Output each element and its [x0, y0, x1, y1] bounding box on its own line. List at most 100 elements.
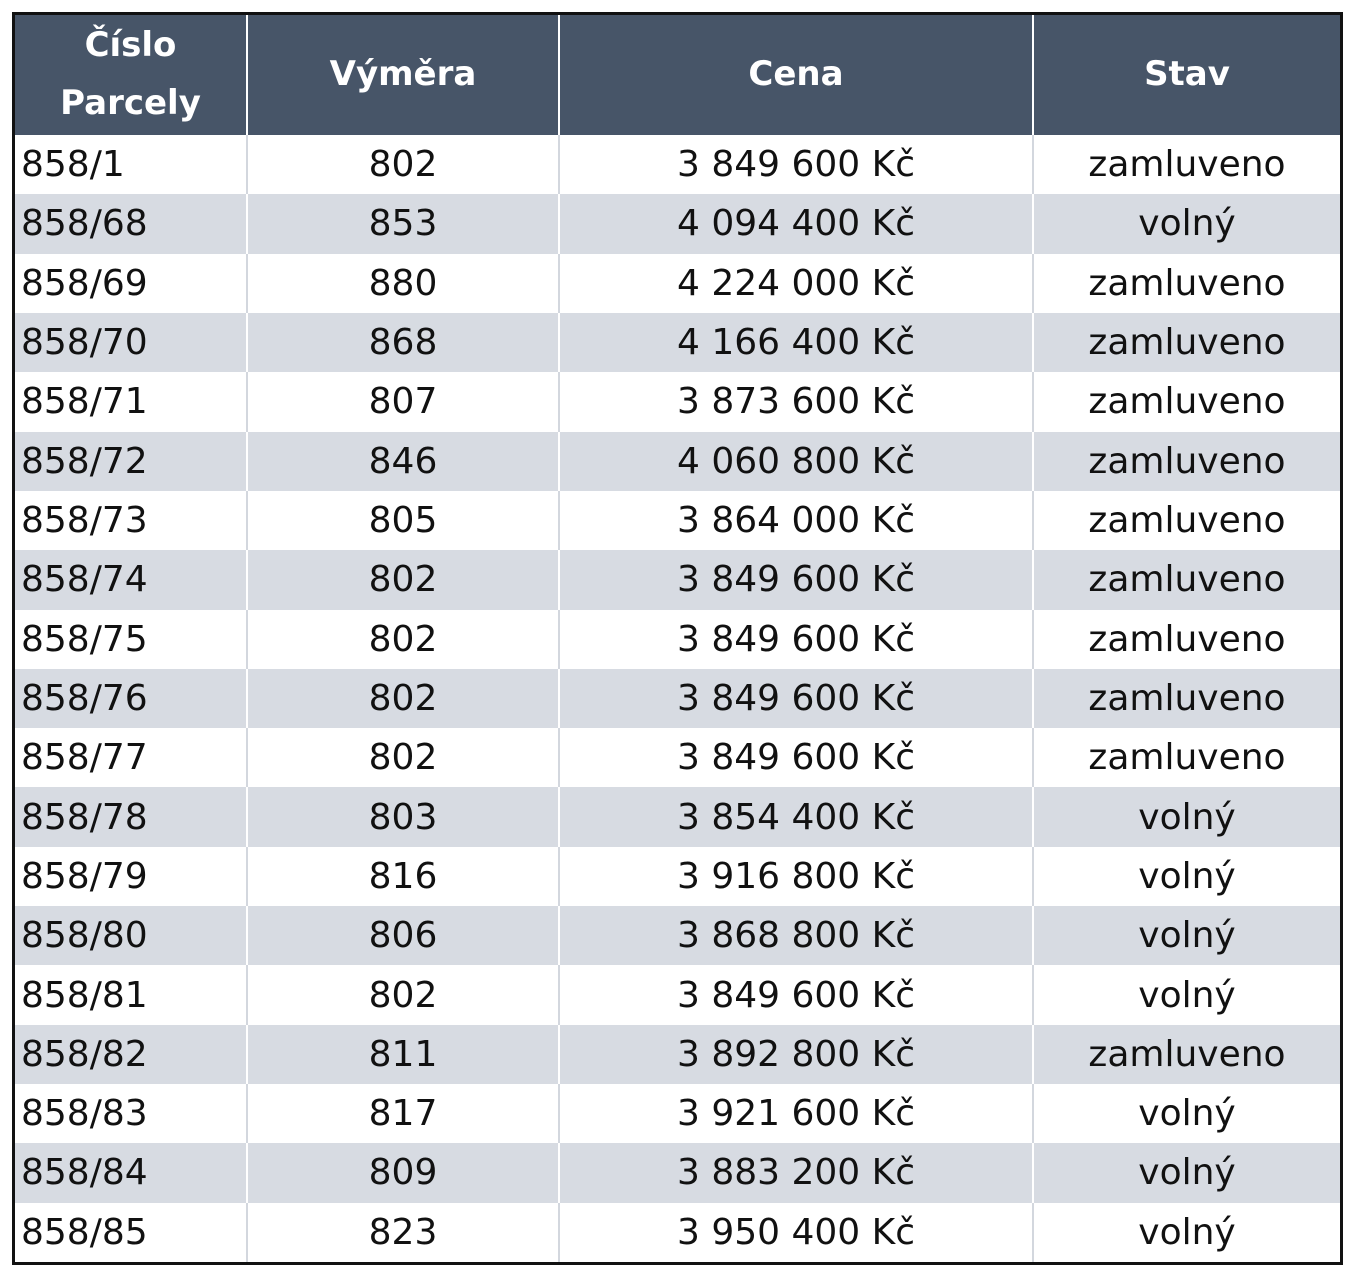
cell-parcel-number: 858/76	[15, 668, 247, 729]
cell-status: zamluveno	[1032, 253, 1340, 313]
table-row: 858/72 846 4 060 800 Kč zamluveno	[15, 431, 1340, 491]
cell-area: 817	[246, 1084, 559, 1144]
cell-parcel-number: 858/70	[15, 312, 247, 373]
cell-status: volný	[1032, 965, 1340, 1025]
cell-parcel-number: 858/74	[15, 550, 247, 610]
cell-area: 823	[246, 1202, 559, 1262]
column-header-status: Stav	[1032, 15, 1340, 135]
table-row: 858/68 853 4 094 400 Kč volný	[15, 194, 1340, 254]
cell-price: 4 224 000 Kč	[558, 253, 1033, 313]
cell-area: 806	[246, 906, 559, 966]
cell-status: zamluveno	[1032, 1024, 1340, 1084]
table-row: 858/74 802 3 849 600 Kč zamluveno	[15, 550, 1340, 610]
cell-status: zamluveno	[1032, 550, 1340, 610]
cell-area: 846	[246, 431, 559, 491]
cell-parcel-number: 858/72	[15, 431, 247, 491]
cell-area: 805	[246, 490, 559, 551]
cell-area: 853	[246, 194, 559, 254]
table-row: 858/78 803 3 854 400 Kč volný	[15, 787, 1340, 847]
cell-area: 809	[246, 1143, 559, 1203]
cell-price: 3 864 000 Kč	[558, 490, 1033, 551]
parcel-table-frame: Číslo Parcely Výměra Cena Stav 858/1 802 3…	[12, 12, 1343, 1265]
cell-parcel-number: 858/84	[15, 1143, 247, 1203]
cell-price: 3 892 800 Kč	[558, 1024, 1033, 1084]
cell-status: zamluveno	[1032, 728, 1340, 788]
header-row: Číslo Parcely Výměra Cena Stav	[15, 15, 1340, 135]
cell-status: volný	[1032, 787, 1340, 847]
column-header-area: Výměra	[246, 15, 559, 135]
cell-status: volný	[1032, 1084, 1340, 1144]
table-row: 858/81 802 3 849 600 Kč volný	[15, 965, 1340, 1025]
cell-area: 803	[246, 787, 559, 847]
cell-price: 3 916 800 Kč	[558, 846, 1033, 907]
table-row: 858/1 802 3 849 600 Kč zamluveno	[15, 135, 1340, 195]
cell-price: 3 849 600 Kč	[558, 965, 1033, 1025]
cell-parcel-number: 858/69	[15, 253, 247, 313]
table-row: 858/77 802 3 849 600 Kč zamluveno	[15, 728, 1340, 788]
cell-parcel-number: 858/85	[15, 1202, 247, 1262]
table-row: 858/71 807 3 873 600 Kč zamluveno	[15, 372, 1340, 432]
cell-status: zamluveno	[1032, 609, 1340, 669]
cell-status: volný	[1032, 194, 1340, 254]
cell-status: zamluveno	[1032, 490, 1340, 551]
cell-price: 3 921 600 Kč	[558, 1084, 1033, 1144]
table-row: 858/76 802 3 849 600 Kč zamluveno	[15, 668, 1340, 729]
table-row: 858/84 809 3 883 200 Kč volný	[15, 1143, 1340, 1203]
cell-area: 802	[246, 550, 559, 610]
table-row: 858/82 811 3 892 800 Kč zamluveno	[15, 1024, 1340, 1084]
cell-price: 4 166 400 Kč	[558, 312, 1033, 373]
column-header-parcel-number: Číslo Parcely	[15, 15, 247, 135]
cell-parcel-number: 858/79	[15, 846, 247, 907]
cell-status: volný	[1032, 906, 1340, 966]
table-row: 858/85 823 3 950 400 Kč volný	[15, 1202, 1340, 1262]
cell-area: 802	[246, 609, 559, 669]
cell-area: 807	[246, 372, 559, 432]
table-row: 858/75 802 3 849 600 Kč zamluveno	[15, 609, 1340, 669]
cell-price: 3 849 600 Kč	[558, 728, 1033, 788]
cell-area: 802	[246, 728, 559, 788]
cell-area: 802	[246, 668, 559, 729]
cell-price: 4 094 400 Kč	[558, 194, 1033, 254]
table-row: 858/70 868 4 166 400 Kč zamluveno	[15, 312, 1340, 373]
table-header: Číslo Parcely Výměra Cena Stav	[15, 15, 1340, 135]
cell-status: volný	[1032, 1202, 1340, 1262]
cell-parcel-number: 858/83	[15, 1084, 247, 1144]
cell-parcel-number: 858/1	[15, 135, 247, 195]
cell-parcel-number: 858/68	[15, 194, 247, 254]
cell-parcel-number: 858/77	[15, 728, 247, 788]
table-row: 858/83 817 3 921 600 Kč volný	[15, 1084, 1340, 1144]
cell-price: 4 060 800 Kč	[558, 431, 1033, 491]
cell-status: volný	[1032, 1143, 1340, 1203]
cell-status: zamluveno	[1032, 135, 1340, 195]
cell-price: 3 849 600 Kč	[558, 550, 1033, 610]
cell-area: 811	[246, 1024, 559, 1084]
cell-parcel-number: 858/80	[15, 906, 247, 966]
table-row: 858/80 806 3 868 800 Kč volný	[15, 906, 1340, 966]
cell-price: 3 849 600 Kč	[558, 609, 1033, 669]
cell-status: volný	[1032, 846, 1340, 907]
cell-status: zamluveno	[1032, 668, 1340, 729]
cell-price: 3 873 600 Kč	[558, 372, 1033, 432]
table-row: 858/73 805 3 864 000 Kč zamluveno	[15, 490, 1340, 551]
cell-price: 3 849 600 Kč	[558, 135, 1033, 195]
parcel-table: Číslo Parcely Výměra Cena Stav 858/1 802 3…	[15, 15, 1340, 1262]
cell-area: 816	[246, 846, 559, 907]
cell-status: zamluveno	[1032, 312, 1340, 373]
cell-area: 880	[246, 253, 559, 313]
cell-area: 802	[246, 135, 559, 195]
cell-area: 868	[246, 312, 559, 373]
table-row: 858/69 880 4 224 000 Kč zamluveno	[15, 253, 1340, 313]
cell-status: zamluveno	[1032, 372, 1340, 432]
cell-parcel-number: 858/81	[15, 965, 247, 1025]
cell-parcel-number: 858/78	[15, 787, 247, 847]
cell-area: 802	[246, 965, 559, 1025]
cell-price: 3 854 400 Kč	[558, 787, 1033, 847]
cell-parcel-number: 858/75	[15, 609, 247, 669]
cell-parcel-number: 858/71	[15, 372, 247, 432]
cell-price: 3 950 400 Kč	[558, 1202, 1033, 1262]
cell-parcel-number: 858/73	[15, 490, 247, 551]
table-row: 858/79 816 3 916 800 Kč volný	[15, 846, 1340, 907]
cell-price: 3 849 600 Kč	[558, 668, 1033, 729]
table-body: 858/1 802 3 849 600 Kč zamluveno 858/68 853 4 …	[15, 135, 1340, 1262]
cell-status: zamluveno	[1032, 431, 1340, 491]
